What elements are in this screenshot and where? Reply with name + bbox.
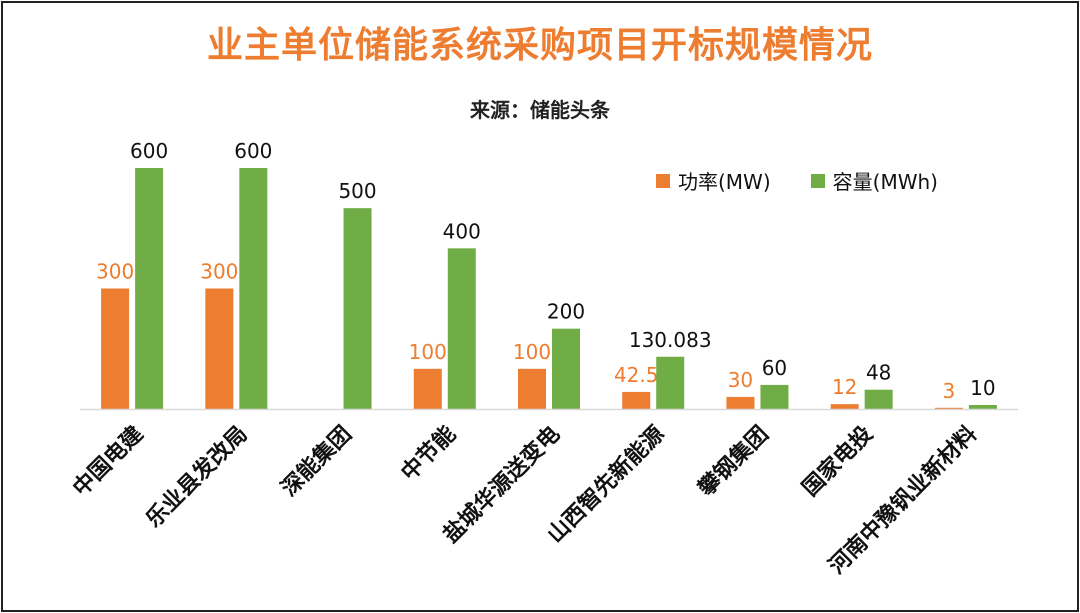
bar-capacity-6 [760,384,789,409]
data-label-power-3: 100 [409,340,447,364]
legend-item-capacity: 容量(MWh) [810,166,938,195]
bar-power-3 [413,368,442,409]
category-label-6: 攀钢集团 [692,421,773,502]
data-label-capacity-0: 600 [130,139,168,163]
legend-swatch-capacity [810,173,825,188]
category-label-0: 中国电建 [68,422,148,502]
bar-capacity-8 [968,404,997,409]
data-label-capacity-3: 400 [443,219,481,243]
bar-power-4 [518,368,546,409]
legend-label-capacity: 容量(MWh) [832,170,938,194]
bar-power-7 [830,404,859,409]
bar-capacity-2 [343,208,372,409]
data-label-capacity-2: 500 [338,179,376,203]
data-label-power-8: 3 [943,379,956,403]
data-label-capacity-5: 130.083 [629,328,712,352]
legend-label-power: 功率(MW) [678,170,771,194]
data-label-capacity-8: 10 [970,376,995,400]
bar-power-1 [205,288,234,409]
chart-legend: 功率(MW) 容量(MWh) [656,166,978,195]
bar-capacity-4 [552,328,580,409]
data-label-power-4: 100 [513,340,551,364]
data-label-capacity-6: 60 [762,356,787,380]
data-label-power-1: 300 [200,260,238,284]
category-label-1: 乐业县发改局 [141,421,253,533]
chart-subtitle: 来源：储能头条 [470,98,610,122]
bar-capacity-5 [656,356,685,409]
category-label-7: 国家电投 [797,421,878,502]
category-label-2: 深能集团 [276,421,357,502]
bar-power-0 [101,288,130,409]
bar-capacity-1 [239,168,268,409]
bar-power-6 [726,396,755,409]
bar-capacity-3 [447,248,476,409]
chart-title: 业主单位储能系统采购项目开标规模情况 [206,25,873,66]
data-label-capacity-1: 600 [234,139,272,163]
data-label-power-7: 12 [832,375,857,399]
data-label-capacity-7: 48 [866,361,891,385]
bar-capacity-0 [135,168,164,409]
data-label-power-5: 42.5 [614,363,659,387]
data-label-power-0: 300 [96,260,134,284]
bar-capacity-7 [864,389,893,409]
data-label-capacity-4: 200 [547,300,585,324]
legend-swatch-power [656,173,670,188]
data-label-power-6: 30 [728,368,753,392]
legend-item-power: 功率(MW) [656,166,771,195]
bar-power-5 [622,391,651,409]
bar-power-8 [934,407,963,410]
category-label-3: 中节能 [396,421,461,486]
